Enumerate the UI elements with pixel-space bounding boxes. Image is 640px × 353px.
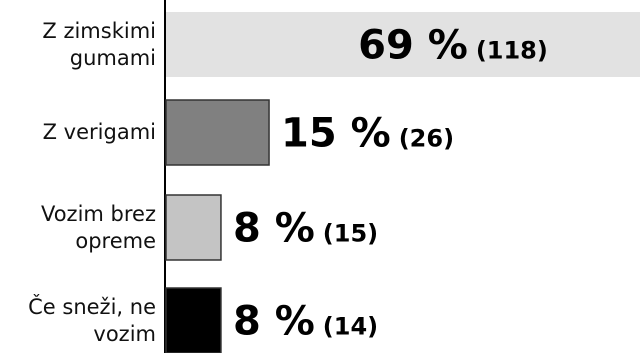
data-label: 69 % (118) xyxy=(358,23,548,69)
category-label: Z zimskimi gumami xyxy=(42,18,156,70)
data-label: 8 % (14) xyxy=(233,299,378,345)
value-label: 69 % xyxy=(358,23,468,69)
data-label: 15 % (26) xyxy=(281,111,454,157)
bar xyxy=(165,287,222,353)
value-label: 8 % xyxy=(233,206,315,252)
count-label: (15) xyxy=(323,220,378,248)
bar xyxy=(165,99,270,166)
bar xyxy=(166,12,640,77)
count-label: (14) xyxy=(323,313,378,341)
count-label: (118) xyxy=(476,37,548,65)
data-label: 8 % (15) xyxy=(233,206,378,252)
value-label: 8 % xyxy=(233,299,315,345)
category-label: Vozim brez opreme xyxy=(40,201,156,253)
category-label: Z verigami xyxy=(42,120,156,144)
value-label: 15 % xyxy=(281,111,391,157)
category-label: Če sneži, ne vozim xyxy=(28,294,156,346)
bar xyxy=(165,194,222,261)
count-label: (26) xyxy=(399,125,454,153)
